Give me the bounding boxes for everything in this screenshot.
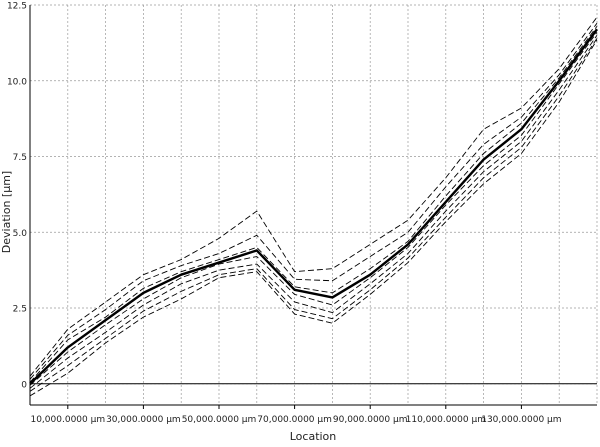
y-axis-label: Deviation [µm] <box>0 171 13 253</box>
x-tick-label: 110,000.0000 µm <box>406 415 486 425</box>
y-tick-label: 0 <box>21 380 27 390</box>
series-line-2 <box>29 22 598 380</box>
x-tick-label: 130,000.0000 µm <box>481 415 561 425</box>
series-line-1 <box>29 16 598 377</box>
y-tick-labels: 0 2.5 5.0 7.5 10.0 12.5 <box>7 2 27 391</box>
x-axis-label: Location <box>290 430 337 443</box>
axes <box>29 5 597 406</box>
x-tick-labels: 10,000.0000 µm 30,000.0000 µm 50,000.0000 … <box>30 405 562 425</box>
series-line-5 <box>29 35 598 389</box>
x-tick-label: 30,000.0000 µm <box>106 415 181 425</box>
x-tick-label: 50,000.0000 µm <box>182 415 257 425</box>
x-tick-label: 10,000.0000 µm <box>30 415 105 425</box>
y-tick-label: 10.0 <box>7 77 27 87</box>
series-line-4 <box>29 32 598 386</box>
series-line-6 <box>29 38 598 392</box>
x-tick-label: 90,000.0000 µm <box>333 415 408 425</box>
series-line-7 <box>29 39 598 397</box>
series-line-3 <box>29 25 598 383</box>
series-lines <box>29 16 598 397</box>
y-tick-label: 2.5 <box>13 305 27 315</box>
y-tick-label: 5.0 <box>13 229 28 239</box>
series-line-mean <box>29 28 598 385</box>
y-tick-label: 12.5 <box>7 2 27 12</box>
y-tick-label: 7.5 <box>13 153 27 163</box>
x-tick-label: 70,000.0000 µm <box>257 415 332 425</box>
grid <box>29 4 598 405</box>
